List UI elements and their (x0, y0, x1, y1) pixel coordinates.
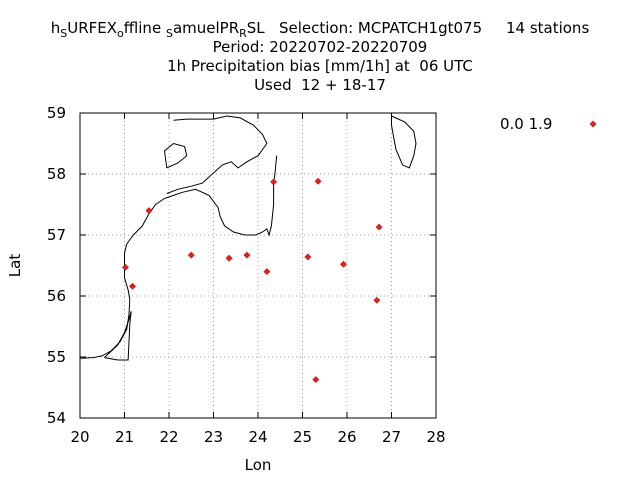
x-axis-ticks: 20 21 22 23 24 25 26 27 28 (70, 113, 446, 446)
data-point (225, 254, 233, 262)
x-tick-label: 27 (382, 428, 401, 446)
x-tick-label: 20 (70, 428, 89, 446)
data-point (314, 177, 322, 185)
title-line-1: hSURFEXoffline SamuelPRRSL Selection: MC… (51, 19, 590, 40)
coastline (104, 311, 132, 361)
y-tick-label: 54 (47, 409, 66, 427)
title-segment: SL Selection: MCPATCH1gt075 14 stations (247, 19, 590, 37)
data-point (187, 251, 195, 259)
title-segment: 1h Precipitation bias [mm/1h] at 06 UTC (167, 57, 473, 75)
x-tick-label: 24 (248, 428, 267, 446)
legend-label: 0.0 1.9 (500, 115, 552, 133)
data-point (263, 268, 271, 276)
title-segment: S (166, 27, 173, 40)
y-tick-label: 57 (47, 226, 66, 244)
title-segment: o (117, 27, 124, 40)
data-point (121, 263, 129, 271)
title-segment: h (51, 19, 61, 37)
coastline (391, 115, 417, 169)
title-segment: S (60, 27, 67, 40)
x-tick-label: 23 (204, 428, 223, 446)
legend[interactable]: 0.0 1.9 (500, 115, 597, 133)
grid (80, 113, 436, 418)
y-tick-label: 55 (47, 348, 66, 366)
y-axis-label: Lat (6, 254, 24, 278)
title-line-3: 1h Precipitation bias [mm/1h] at 06 UTC (167, 57, 473, 75)
data-points (121, 177, 383, 384)
title-segment: Period: 20220702-20220709 (213, 38, 428, 56)
data-point (270, 178, 278, 186)
y-tick-label: 59 (47, 104, 66, 122)
data-point (128, 282, 137, 290)
data-point (373, 296, 381, 304)
data-point (312, 376, 320, 384)
legend-marker (589, 120, 597, 128)
x-tick-label: 28 (426, 428, 445, 446)
coastline (166, 115, 268, 194)
title-line-4: Used 12 + 18-17 (254, 76, 386, 94)
title-segment: Used 12 + 18-17 (254, 76, 386, 94)
x-axis-label: Lon (245, 456, 272, 474)
title-segment: URFEX (67, 19, 117, 37)
data-point (375, 223, 383, 231)
x-tick-label: 21 (115, 428, 134, 446)
data-point (145, 207, 153, 215)
chart-title: hSURFEXoffline SamuelPRRSL Selection: MC… (51, 19, 590, 94)
coastline-map (79, 115, 417, 361)
data-point (304, 253, 312, 261)
y-tick-label: 56 (47, 287, 66, 305)
title-line-2: Period: 20220702-20220709 (213, 38, 428, 56)
coastline (163, 142, 188, 169)
y-tick-label: 58 (47, 165, 66, 183)
data-point (243, 251, 251, 259)
x-tick-label: 22 (159, 428, 178, 446)
data-point (339, 260, 347, 268)
x-tick-label: 25 (293, 428, 312, 446)
y-axis-ticks: 54 55 56 57 58 59 (47, 104, 436, 427)
title-segment: R (239, 27, 247, 40)
title-segment: ffline (124, 19, 166, 37)
title-segment: amuelPR (173, 19, 239, 37)
x-tick-label: 26 (337, 428, 356, 446)
coastline (79, 155, 278, 359)
